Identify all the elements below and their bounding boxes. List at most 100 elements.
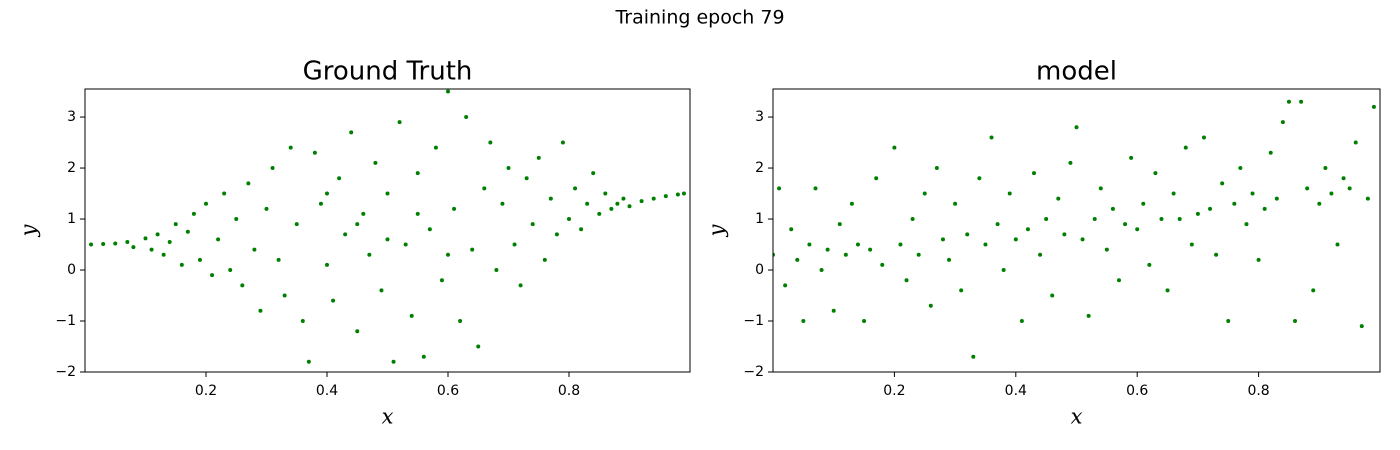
point [983, 242, 988, 247]
point [300, 319, 305, 324]
x-axis-label: x [382, 405, 394, 429]
point [161, 252, 166, 257]
point [470, 247, 475, 252]
point [355, 222, 360, 227]
point [288, 145, 293, 150]
point [880, 262, 885, 267]
point [603, 191, 608, 196]
point [1171, 191, 1176, 196]
subplot-title: model [1036, 57, 1117, 87]
point [258, 308, 263, 313]
point [1293, 319, 1298, 324]
x-tick-label: 0.4 [316, 383, 338, 399]
point [433, 145, 438, 150]
point [312, 150, 317, 155]
point [143, 236, 148, 241]
point [1232, 201, 1237, 206]
subplot: model x y 0.2 0.4 0.6 0.8 −2 −1 0 1 2 3 [705, 57, 1381, 429]
point [210, 273, 215, 278]
point [488, 140, 493, 145]
x-tick-label: 0.8 [1247, 383, 1269, 399]
point [1347, 186, 1352, 191]
point [222, 191, 227, 196]
point [831, 308, 836, 313]
point [403, 242, 408, 247]
point [1341, 176, 1346, 181]
y-tick-label: 1 [67, 211, 76, 227]
y-tick-label: 2 [755, 160, 764, 176]
point [1201, 135, 1206, 140]
point [343, 232, 348, 237]
point [892, 145, 897, 150]
point [971, 354, 976, 359]
point [639, 199, 644, 204]
point [1311, 288, 1316, 293]
points [89, 89, 686, 364]
point [1050, 293, 1055, 298]
y-tick-label: 1 [755, 211, 764, 227]
y-tick-label: −2 [55, 364, 76, 380]
point [928, 303, 933, 308]
point [965, 232, 970, 237]
point [270, 166, 275, 171]
point [843, 252, 848, 257]
point [1177, 217, 1182, 222]
point [464, 115, 469, 120]
y-tick-label: −2 [743, 364, 764, 380]
point [282, 293, 287, 298]
point [795, 257, 800, 262]
point [131, 245, 136, 250]
point [397, 120, 402, 125]
point [385, 237, 390, 242]
point [536, 155, 541, 160]
axes-frame [84, 88, 691, 373]
subplot: Ground Truth x y 0.2 0.4 0.6 0.8 −2 −1 0 1 2 3 [17, 57, 691, 429]
point [1286, 99, 1291, 104]
point [482, 186, 487, 191]
point [439, 278, 444, 283]
point [542, 257, 547, 262]
point [1098, 186, 1103, 191]
point [125, 239, 130, 244]
x-tick-label: 0.2 [883, 383, 905, 399]
point [337, 176, 342, 181]
point [1129, 155, 1134, 160]
point [874, 176, 879, 181]
point [276, 257, 281, 262]
point [234, 217, 239, 222]
point [989, 135, 994, 140]
y-tick-label: 3 [755, 109, 764, 125]
point [167, 239, 172, 244]
point [621, 196, 626, 201]
y-axis-label: y [17, 223, 41, 237]
point [191, 211, 196, 216]
point [1195, 211, 1200, 216]
point [391, 359, 396, 364]
point [1086, 313, 1091, 318]
point [953, 201, 958, 206]
point [585, 201, 590, 206]
point [1250, 191, 1255, 196]
point [385, 191, 390, 196]
point [1153, 171, 1158, 176]
point [264, 206, 269, 211]
point [446, 89, 450, 94]
point [518, 283, 523, 288]
point [1268, 150, 1273, 155]
point [379, 288, 384, 293]
point [1025, 227, 1030, 232]
x-tick-label: 0.6 [437, 383, 459, 399]
point [318, 201, 323, 206]
point [1032, 171, 1037, 176]
point [1092, 217, 1097, 222]
point [415, 171, 420, 176]
point [1147, 262, 1152, 267]
point [651, 196, 656, 201]
point [246, 181, 251, 186]
point [597, 211, 602, 216]
subplot-title: Ground Truth [303, 57, 473, 87]
point [1244, 222, 1249, 227]
point [1323, 166, 1328, 171]
point [494, 268, 499, 273]
